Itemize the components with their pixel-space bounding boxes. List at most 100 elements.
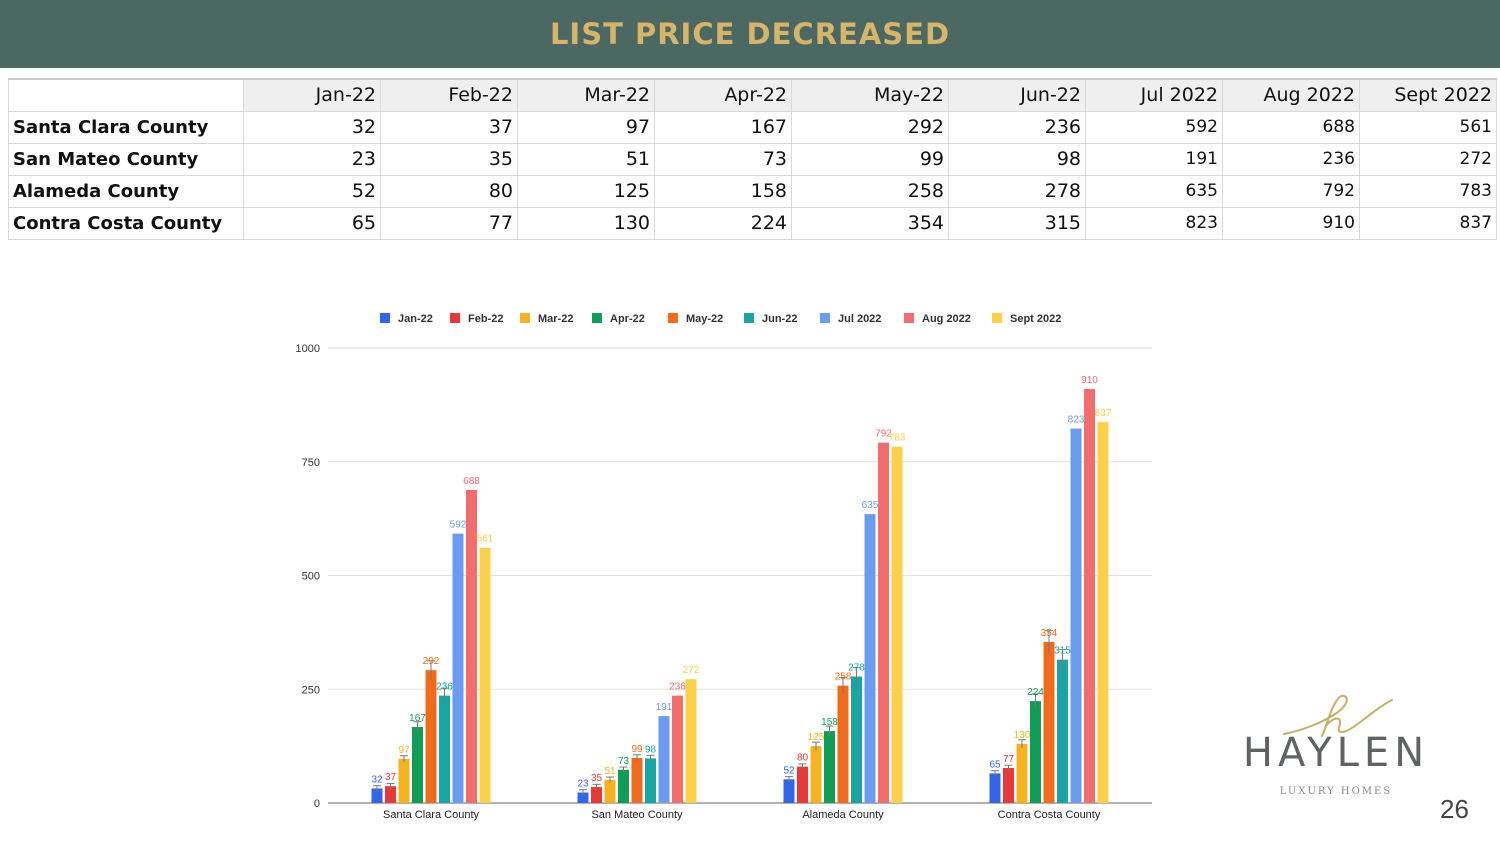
table-cell: 80 [380,174,518,208]
legend-label: Jan-22 [398,313,433,325]
column-header: Feb-22 [380,78,518,112]
data-label: 73 [618,756,630,767]
table-cell: 258 [791,174,949,208]
signature-h-icon [1283,694,1393,737]
bar [604,779,616,803]
bar [425,670,437,803]
data-label: 130 [1014,730,1031,741]
legend-label: Sept 2022 [1010,313,1061,325]
table-cell: 272 [1359,142,1497,176]
table-row: Alameda County 52 80 125 158 258 278 635… [8,174,1497,208]
data-label: 783 [889,433,906,444]
bar [439,695,450,803]
bar [672,695,683,803]
legend-label: Jun-22 [762,313,797,325]
table-cell: 37 [380,110,518,144]
bar [878,442,889,803]
bar [1016,743,1028,803]
table-cell: 130 [517,206,655,240]
table-cell: 292 [791,110,949,144]
y-tick-label: 1000 [296,343,320,355]
bar [577,792,589,803]
bar-chart: 0 250 500 750 1000 Jan-22 Feb-22 Mar-22 Apr-22 Ma… [270,300,1170,830]
y-tick-label: 250 [302,684,320,696]
slide-header: LIST PRICE DECREASED [0,0,1500,68]
data-label: 224 [1027,687,1044,698]
legend-label: May-22 [686,313,723,325]
table-cell: 98 [948,142,1086,176]
row-label: San Mateo County [8,142,244,176]
table-cell: 97 [517,110,655,144]
page-number: 26 [1440,794,1469,824]
data-label: 32 [371,774,383,785]
column-header: Apr-22 [654,78,792,112]
bar [631,757,643,803]
bar [837,685,849,803]
x-tick-label: Santa Clara County [383,809,479,821]
table-cell: 354 [791,206,949,240]
bar [466,489,477,803]
table-cell: 635 [1085,174,1223,208]
bar [398,758,410,803]
table-row: Contra Costa County 65 77 130 224 354 31… [8,206,1497,240]
table-cell: 73 [654,142,792,176]
table-cell: 783 [1359,174,1497,208]
bar [412,727,423,803]
bar [851,676,862,803]
data-label: 236 [436,682,453,693]
data-label: 35 [591,773,603,784]
bar [1084,388,1095,803]
y-tick-label: 0 [314,798,320,810]
data-label: 792 [875,429,892,440]
data-label: 236 [669,682,686,693]
data-label: 823 [1068,415,1085,426]
legend-swatch [592,313,602,323]
bar-chart-svg: 0 250 500 750 1000 Jan-22 Feb-22 Mar-22 Apr-22 Ma… [296,313,1152,821]
bar [452,533,464,803]
data-label: 635 [862,500,879,511]
bar [685,679,697,803]
legend-label: Mar-22 [538,313,573,325]
legend-swatch [904,313,914,323]
data-label: 167 [409,713,426,724]
table-cell: 910 [1222,206,1360,240]
data-label: 80 [797,753,809,764]
data-label: 125 [808,732,825,743]
data-label: 23 [577,779,589,790]
slide-title: LIST PRICE DECREASED [549,17,951,51]
column-header: Jul 2022 [1085,78,1223,112]
table-cell: 236 [1222,142,1360,176]
data-label: 97 [398,745,410,756]
table-row: Santa Clara County 32 37 97 167 292 236 … [8,110,1497,144]
table-cell: 167 [654,110,792,144]
bar [1003,767,1014,803]
data-label: 51 [604,766,616,777]
bar [1030,701,1041,803]
bar [1057,659,1068,803]
row-label: Alameda County [8,174,244,208]
table-cell: 792 [1222,174,1360,208]
table-cell: 32 [243,110,381,144]
legend-swatch [820,313,830,323]
table-cell: 688 [1222,110,1360,144]
bar [1097,422,1109,803]
data-label: 37 [385,772,397,783]
table-cell: 315 [948,206,1086,240]
data-label: 315 [1054,646,1071,657]
table-corner-cell [8,78,244,112]
column-header: Mar-22 [517,78,655,112]
legend-label: Apr-22 [610,313,645,325]
x-tick-label: Contra Costa County [998,809,1101,821]
table-cell: 592 [1085,110,1223,144]
table-cell: 125 [517,174,655,208]
haylen-logo: HAYLEN LUXURY HOMES [1236,690,1436,810]
legend-swatch [380,313,390,323]
bar [1043,641,1055,803]
table-cell: 65 [243,206,381,240]
data-label: 354 [1041,628,1058,639]
y-tick-label: 750 [302,457,320,469]
bar [645,758,656,803]
legend-label: Aug 2022 [922,313,971,325]
data-label: 910 [1081,375,1098,386]
x-tick-label: Alameda County [802,809,884,821]
